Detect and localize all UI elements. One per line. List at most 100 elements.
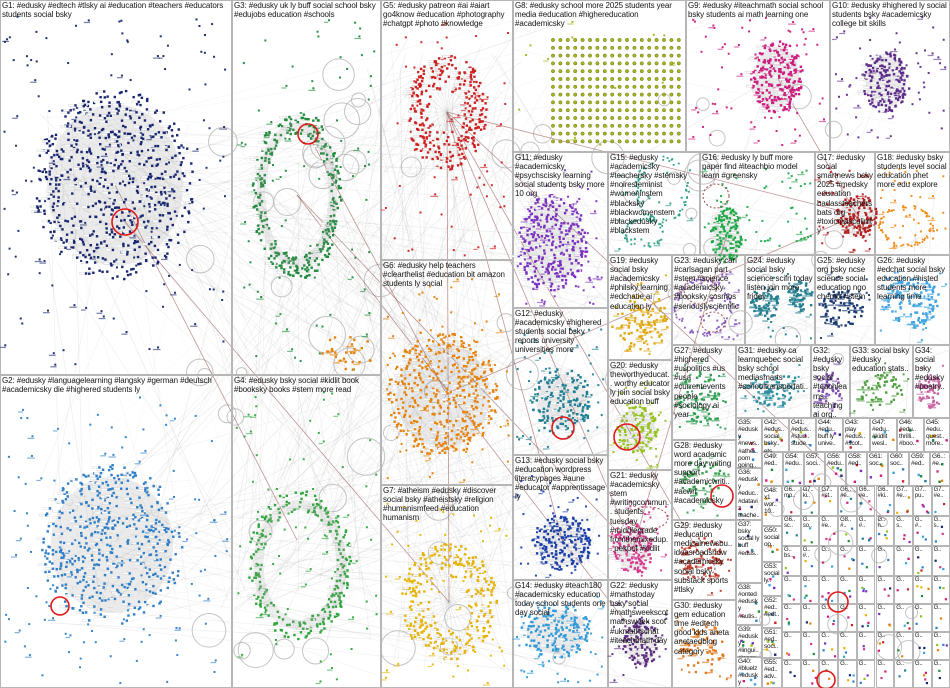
tiny-group-id: G..	[933, 605, 942, 611]
group-label-g31: G31: #edusky ca learnquebec social bsky …	[738, 346, 808, 392]
group-label-g12: G12: #edusky #academicsky #highered stud…	[515, 309, 602, 355]
group-label-g13: G13: #edusky social bsky #education word…	[515, 456, 606, 502]
tiny-group-sub: #e..	[933, 493, 944, 500]
group-label-g47: G47: #edu.. #kidlit wesl..	[872, 419, 889, 448]
group-label-g16: G16: #edusky ly buff more paper find #it…	[702, 153, 798, 181]
group-label-g2: G2: #edusky #languagelearning #langsky #…	[2, 376, 212, 395]
tiny-group-id: G..	[821, 577, 830, 583]
tiny-group-id: G..	[858, 633, 867, 639]
group-label-g18: G18: #edusky bsky students level social …	[877, 153, 947, 190]
tiny-group-label: G..	[819, 576, 839, 584]
tiny-group-id: G..	[840, 633, 848, 639]
group-label-g49: G49: #ed..	[764, 453, 778, 468]
group-label-g36: G36: #edusky #educ.. #dataviz teache.. 1…	[738, 469, 760, 520]
tiny-group-id: G..	[840, 605, 848, 611]
tiny-group-label: G.. so..	[801, 516, 821, 531]
tiny-group-label: G..	[932, 632, 950, 640]
tiny-group-id: G..	[877, 547, 886, 553]
tiny-group-label: G.. #..	[913, 516, 933, 531]
group-label-g7: G7: #atheism #edusky #discover social bs…	[383, 486, 497, 523]
group-label-g53: G53: social ly..	[764, 563, 780, 585]
tiny-group-label: G..	[913, 604, 933, 612]
tiny-group-id: G..	[784, 661, 792, 667]
group-label-g14: G14: #edusky #teach180 #academicsky educ…	[515, 581, 606, 618]
tiny-group-label: G.. s..	[932, 516, 950, 531]
group-label-g8: G8: #edusky school more 2025 students ye…	[515, 1, 672, 29]
tiny-group-label: G7.. ki..	[801, 486, 821, 501]
group-label-g39: G39: #edusky #lingui.. #langs..	[738, 626, 759, 657]
tiny-group-id: G..	[821, 547, 830, 553]
tiny-group-label: G..	[801, 632, 821, 640]
group-box-g6	[381, 260, 513, 485]
tiny-group-id: G..	[933, 547, 942, 553]
group-label-g57: G57: soci..	[806, 453, 820, 468]
tiny-group-sub: #..	[858, 523, 866, 530]
tiny-group-label: G..	[894, 546, 914, 554]
tiny-group-label: G..	[932, 604, 950, 612]
tiny-group-id: G..	[802, 605, 811, 611]
tiny-group-id: G..	[933, 577, 942, 583]
tiny-group-label: G7.. pu..	[913, 486, 933, 501]
tiny-group-sub: #..	[914, 523, 922, 530]
group-label-g21: G21: #edusky #academicsky stem #writingc…	[610, 471, 669, 553]
tiny-group-id: G..	[840, 661, 848, 667]
tiny-group-label: G7.. #st..	[819, 486, 839, 501]
group-label-g50: G50: social op..	[764, 527, 780, 549]
tiny-group-id: G..	[802, 633, 811, 639]
tiny-group-sub: bs..	[784, 553, 794, 560]
tiny-group-label: G..	[819, 660, 839, 668]
group-box-g3	[232, 0, 381, 375]
tiny-group-id: G..	[877, 661, 886, 667]
tiny-group-id: G..	[840, 547, 848, 553]
tiny-group-label: G..	[857, 660, 877, 668]
tiny-group-id: G..	[914, 633, 923, 639]
tiny-group-label: G..	[876, 632, 896, 640]
tiny-group-id: G..	[821, 605, 830, 611]
tiny-group-sub: #e..	[821, 523, 831, 530]
tiny-group-label: G8.. #..	[838, 516, 858, 531]
tiny-group-id: G..	[877, 633, 886, 639]
tiny-group-id: G..	[914, 661, 923, 667]
group-label-g27: G27: #edusky #highered #uspolitics #us #…	[674, 346, 726, 419]
tiny-group-label: G..	[932, 576, 950, 584]
tiny-group-label: G.. #e..	[819, 516, 839, 531]
tiny-group-label: G..	[857, 576, 877, 584]
group-label-g44: G44: #edu.. buff ly unive..	[818, 419, 836, 448]
tiny-group-label: G..	[801, 604, 821, 612]
group-label-g34: G34: social bsky #edusky #poetry..	[915, 346, 945, 392]
tiny-group-sub: so..	[802, 523, 812, 530]
tiny-group-label: G..	[838, 660, 858, 668]
group-label-g46: G46: #edu.. thrilli.. #boo..	[899, 419, 916, 448]
tiny-group-label: G..	[913, 660, 933, 668]
tiny-group-label: G..	[857, 546, 877, 554]
tiny-group-id: G..	[933, 661, 942, 667]
group-label-g1: G1: #edusky #edtech #tlsky ai #education…	[2, 1, 224, 20]
tiny-group-id: G..	[896, 633, 904, 639]
group-label-g28: G28: #edusky word academic more day writ…	[674, 441, 732, 505]
group-box-g4	[232, 375, 381, 688]
group-label-g56: G56: #edu..	[827, 453, 844, 468]
group-label-g43: G43: play #edus.. #scot..	[845, 419, 865, 448]
tiny-group-label: G6.. #ki..	[876, 486, 896, 501]
tiny-group-id: G..	[784, 577, 792, 583]
tiny-group-id: G..	[896, 547, 904, 553]
tiny-group-label: G..	[838, 576, 858, 584]
tiny-group-sub: #..	[840, 523, 847, 530]
group-label-g6: G6: #edusky help teachers #clearthelist …	[383, 261, 505, 289]
tiny-group-label: G..	[876, 604, 896, 612]
group-label-g51: G51: #ed.. soci..	[764, 629, 778, 651]
tiny-group-label: G..	[857, 632, 877, 640]
group-label-g40: G40: #bluelz #edusky #erinn..	[738, 658, 758, 688]
tiny-group-label: G..	[894, 632, 914, 640]
tiny-group-id: G..	[896, 661, 904, 667]
tiny-group-id: G..	[914, 605, 923, 611]
tiny-group-label: G..	[782, 632, 802, 640]
tiny-group-label: G.. #..	[801, 546, 821, 561]
tiny-group-label: G7.. #e..	[932, 486, 950, 501]
group-label-g19: G19: #edusky social bsky #academicsky #p…	[610, 256, 668, 311]
group-label-g20: G20: #edusky theworthyeducat.. worthy ed…	[610, 361, 670, 407]
group-label-g23: G23: #edusky carl #carlsagan part #stem …	[674, 256, 739, 311]
group-label-g15: G15: #edusky #academicsky #teachersky #s…	[610, 153, 688, 235]
group-label-g3: G3: #edusky uk ly buff social school bsk…	[234, 1, 376, 20]
